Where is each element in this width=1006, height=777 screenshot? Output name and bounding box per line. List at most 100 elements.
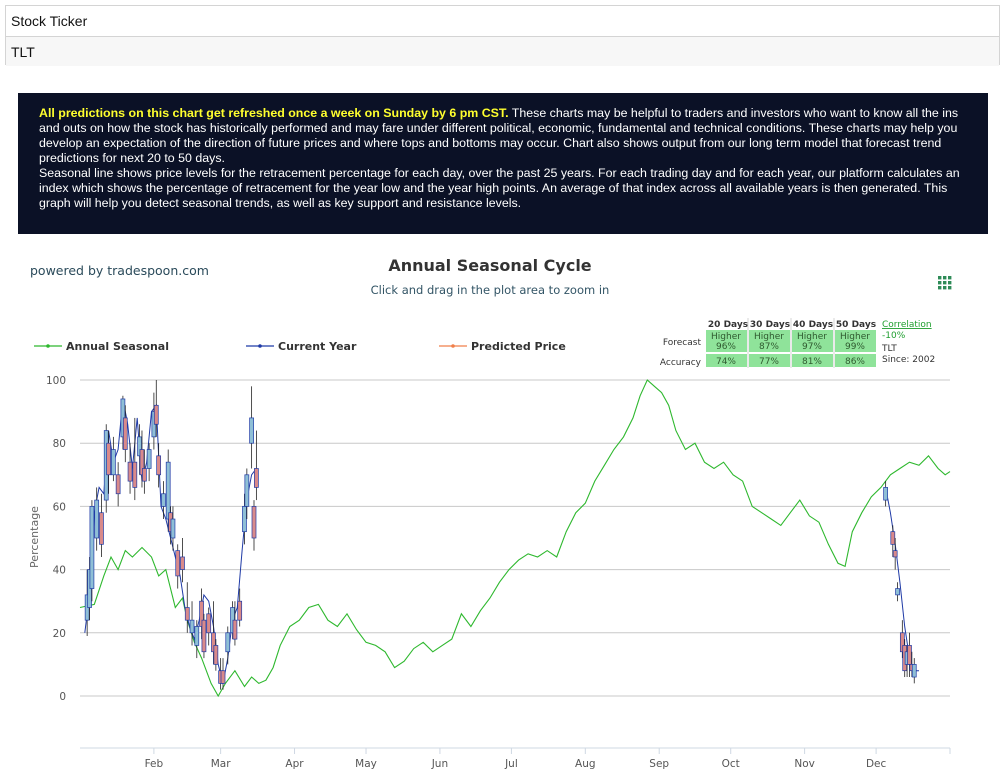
info-paragraph-1: All predictions on this chart get refres… <box>39 106 976 166</box>
accuracy-cell-40 <box>792 354 833 367</box>
accuracy-value-30: 77% <box>759 357 779 367</box>
info-text-1: These charts may be helpful to traders a… <box>39 106 959 165</box>
y-axis-title: Percentage <box>28 506 41 568</box>
candle-body-16 <box>146 449 152 469</box>
legend-item-predicted-price[interactable]: Predicted Price <box>439 340 566 353</box>
accuracy-cell-20 <box>706 354 747 367</box>
x-tick-label-feb: Feb <box>145 758 164 770</box>
candle-body-24 <box>175 550 181 577</box>
accuracy-value-20: 74% <box>716 357 736 367</box>
candle-body-48 <box>895 588 900 596</box>
forecast-pct-30: 87% <box>759 342 779 352</box>
candle-body-26 <box>184 607 190 621</box>
candle-body-18 <box>153 404 159 425</box>
seasonal-chart[interactable]: powered by tradespoon.com Annual Seasona… <box>18 242 988 772</box>
candle-body-40 <box>242 506 247 533</box>
forecast-pct-50: 99% <box>845 342 865 352</box>
ticker-input[interactable]: TLT <box>6 36 999 66</box>
correlation-value: -10% <box>882 331 906 341</box>
chart-subtitle: Click and drag in the plot area to zoom … <box>371 283 610 297</box>
plot-grid: 0 20 40 60 80 100 <box>46 375 950 703</box>
legend-label-predicted-price: Predicted Price <box>471 340 566 353</box>
forecast-dir-50: Higher <box>840 332 870 342</box>
candle-body-25 <box>180 556 185 570</box>
ticker-label: Stock Ticker <box>11 13 88 29</box>
y-tick-label-100: 100 <box>46 375 66 387</box>
accuracy-cell-50 <box>835 354 876 367</box>
forecast-cell-20 <box>706 330 747 352</box>
info-highlight: All predictions on this chart get refres… <box>39 106 509 120</box>
candle-body-23 <box>170 518 176 539</box>
candle-body-28 <box>194 626 200 646</box>
forecast-dir-20: Higher <box>711 332 741 342</box>
powered-by-link[interactable]: powered by tradespoon.com <box>30 263 209 278</box>
correlation-since: Since: 2002 <box>882 355 935 365</box>
candle-body-8 <box>115 474 121 495</box>
candle-body-43 <box>251 506 257 539</box>
table-header-30: 30 Days <box>750 320 790 330</box>
candle-body-47 <box>892 550 898 558</box>
candle-body-54 <box>911 664 917 678</box>
legend-item-current-year[interactable]: Current Year <box>246 340 357 353</box>
x-tick-label-mar: Mar <box>211 758 231 770</box>
table-header-40: 40 Days <box>793 320 833 330</box>
forecast-cell-50 <box>835 330 876 352</box>
candle-body-45 <box>883 487 888 501</box>
candle-body-42 <box>249 417 254 444</box>
forecast-dir-30: Higher <box>754 332 784 342</box>
x-tick-label-sep: Sep <box>649 758 669 770</box>
x-tick-label-aug: Aug <box>575 758 596 770</box>
candle-body-6 <box>106 442 111 476</box>
table-header-50: 50 Days <box>836 320 876 330</box>
x-tick-label-dec: Dec <box>866 758 887 770</box>
forecast-table: 20 Days 30 Days 40 Days 50 Days Forecast… <box>660 318 935 368</box>
ticker-box: Stock Ticker TLT <box>5 5 1000 66</box>
y-tick-label-20: 20 <box>53 628 66 640</box>
y-tick-label-0: 0 <box>59 691 66 703</box>
accuracy-value-40: 81% <box>802 357 822 367</box>
forecast-row-label: Forecast <box>663 338 702 348</box>
candle-body-52 <box>907 645 912 665</box>
forecast-pct-20: 96% <box>716 342 736 352</box>
chart-title: Annual Seasonal Cycle <box>388 256 591 275</box>
correlation-link[interactable]: Correlation <box>882 320 932 330</box>
candle-body-44 <box>254 468 259 488</box>
forecast-pct-40: 97% <box>802 342 822 352</box>
x-tick-label-jul: Jul <box>504 758 518 770</box>
candle-body-36 <box>225 632 231 653</box>
x-tick-label-oct: Oct <box>722 758 740 770</box>
candle-body-27 <box>189 619 195 634</box>
candle-body-10 <box>122 417 128 450</box>
legend-label-annual-seasonal: Annual Seasonal <box>66 340 169 353</box>
forecast-cell-40 <box>792 330 833 352</box>
candle-body-33 <box>213 645 219 665</box>
grid-menu-icon[interactable] <box>938 276 952 290</box>
candle-body-21 <box>165 461 171 520</box>
forecast-dir-40: Higher <box>797 332 827 342</box>
accuracy-value-50: 86% <box>845 357 865 367</box>
correlation-symbol: TLT <box>881 344 897 354</box>
candle-body-11 <box>127 461 133 482</box>
info-paragraph-2: Seasonal line shows price levels for the… <box>39 166 960 210</box>
candle-body-31 <box>206 613 212 634</box>
accuracy-row-label: Accuracy <box>660 358 702 368</box>
x-tick-label-may: May <box>355 758 377 770</box>
info-panel: All predictions on this chart get refres… <box>18 93 988 234</box>
accuracy-cell-30 <box>749 354 790 367</box>
legend-item-annual-seasonal[interactable]: Annual Seasonal <box>34 340 169 353</box>
candle-body-39 <box>237 600 243 621</box>
x-tick-label-jun: Jun <box>431 758 448 770</box>
candle-body-30 <box>201 619 207 653</box>
chart-svg[interactable]: powered by tradespoon.com Annual Seasona… <box>18 242 988 772</box>
candle-body-7 <box>111 449 116 476</box>
candle-body-41 <box>244 474 250 507</box>
x-axis: Feb Mar Apr May Jun Jul Aug Sep Oct Nov Dec <box>80 747 951 770</box>
plot-candles <box>84 380 917 690</box>
candle-body-12 <box>132 461 138 488</box>
candle-body-46 <box>890 531 896 545</box>
x-tick-label-nov: Nov <box>794 758 815 770</box>
legend-label-current-year: Current Year <box>278 340 357 353</box>
candle-body-35 <box>220 670 226 684</box>
candle-body-4 <box>99 512 104 545</box>
candle-body-38 <box>232 619 238 640</box>
